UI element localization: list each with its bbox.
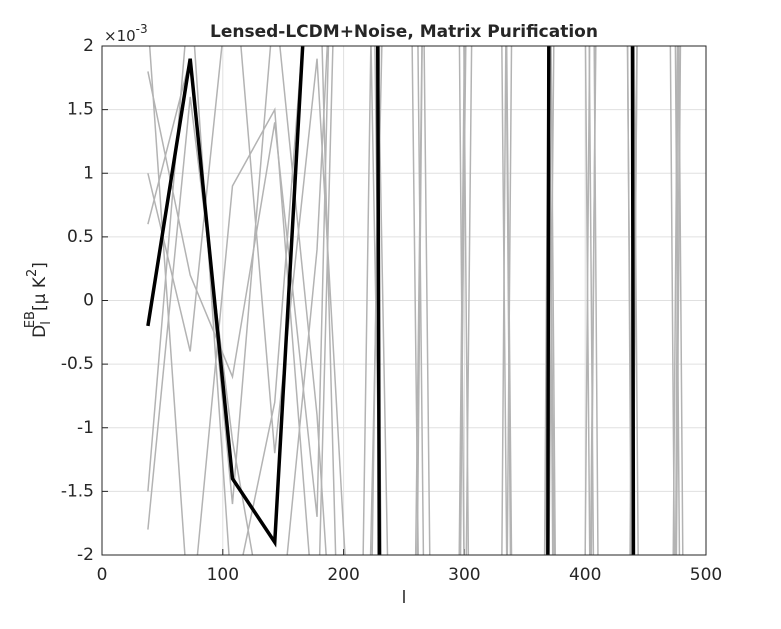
plot-frame bbox=[101, 45, 707, 556]
y-multiplier: ×10-3 bbox=[104, 22, 148, 45]
sim-line bbox=[148, 46, 684, 555]
y-tick-label: 0 bbox=[83, 291, 94, 311]
y-label-main: D bbox=[30, 325, 50, 338]
x-tick-label: 400 bbox=[569, 565, 601, 585]
y-tick-label: 1 bbox=[83, 163, 94, 183]
y-tick-label: 2 bbox=[83, 36, 94, 56]
plot-lines bbox=[146, 46, 684, 555]
y-tick-label: 0.5 bbox=[67, 227, 94, 247]
x-axis-label: l bbox=[402, 588, 407, 608]
y-tick-label: -1.5 bbox=[61, 481, 94, 501]
y-label-close: ] bbox=[30, 262, 50, 269]
chart-title: Lensed-LCDM+Noise, Matrix Purification bbox=[210, 22, 598, 42]
x-tick-label: 300 bbox=[448, 565, 480, 585]
sim-line bbox=[147, 46, 680, 555]
y-label-unit: [μ K bbox=[30, 276, 50, 311]
sim-line bbox=[147, 46, 679, 555]
y-label-sup: EB bbox=[23, 311, 38, 328]
sim-line bbox=[147, 46, 681, 555]
y-label-unit-sup: 2 bbox=[25, 269, 40, 277]
y-label-sub: l bbox=[39, 321, 54, 325]
y-tick-label: 1.5 bbox=[67, 100, 94, 120]
sim-line bbox=[147, 46, 682, 555]
x-tick-label: 100 bbox=[207, 565, 239, 585]
y-tick-label: -0.5 bbox=[61, 354, 94, 374]
y-tick-label: -1 bbox=[77, 418, 94, 438]
y-tick-label: -2 bbox=[77, 545, 94, 565]
y-axis-label: DlEB[μ K2] bbox=[23, 262, 54, 338]
mean-line bbox=[146, 46, 636, 555]
x-tick-label: 500 bbox=[690, 565, 722, 585]
x-tick-label: 0 bbox=[97, 565, 108, 585]
x-tick-label: 200 bbox=[327, 565, 359, 585]
y-multiplier-base: ×10 bbox=[104, 27, 136, 45]
y-multiplier-exponent: -3 bbox=[136, 22, 148, 36]
